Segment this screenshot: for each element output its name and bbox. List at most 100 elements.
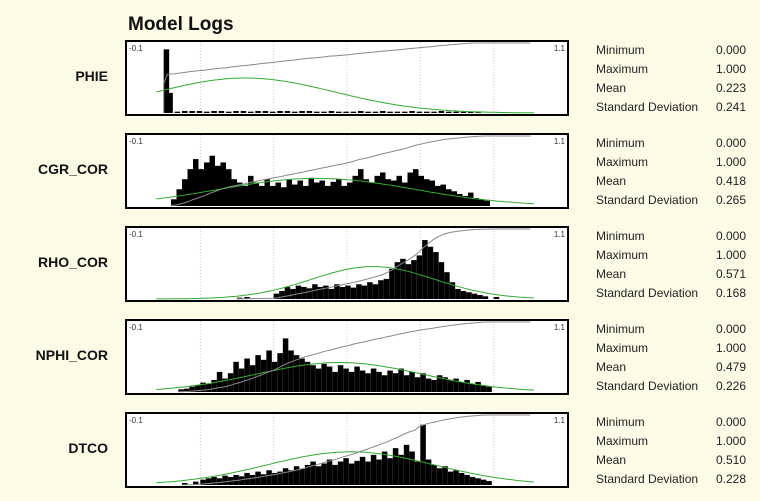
histogram-bar bbox=[354, 460, 360, 485]
stat-label: Mean bbox=[596, 267, 627, 281]
histogram-bar bbox=[438, 262, 445, 299]
histogram-bar bbox=[405, 264, 412, 299]
histogram-bar bbox=[259, 185, 265, 206]
histogram-bar bbox=[422, 240, 428, 299]
histogram-bar bbox=[464, 474, 470, 485]
histogram-bar bbox=[473, 197, 479, 206]
histogram-bar bbox=[227, 373, 234, 392]
histogram-bar bbox=[205, 478, 212, 485]
histogram-bar bbox=[400, 258, 406, 299]
histogram-bar bbox=[436, 468, 443, 485]
histogram-bar bbox=[270, 185, 276, 206]
histogram-bar bbox=[260, 474, 267, 485]
histogram-bar bbox=[433, 252, 439, 299]
histogram-bar bbox=[189, 386, 195, 392]
histogram-bar bbox=[453, 470, 459, 485]
histogram-plot: -0.1 1.1 bbox=[125, 40, 569, 116]
axis-max-label: 1.1 bbox=[554, 137, 566, 146]
histogram-bar bbox=[282, 338, 289, 392]
histogram-bar bbox=[255, 471, 261, 485]
histogram-bar bbox=[174, 111, 181, 113]
histogram-bar bbox=[378, 280, 384, 299]
histogram-bar bbox=[198, 169, 204, 206]
stats-table: Minimum 0.000 Maximum 1.000 Mean 0.571 Standar… bbox=[596, 227, 746, 303]
histogram-bar bbox=[387, 458, 393, 485]
stat-label: Standard Deviation bbox=[596, 286, 699, 300]
cumulative-curve bbox=[163, 42, 531, 113]
histogram-bar bbox=[264, 179, 270, 206]
histogram-bar bbox=[352, 175, 358, 206]
histogram-bar bbox=[215, 165, 221, 206]
histogram-bar bbox=[326, 459, 333, 485]
axis-max-label: 1.1 bbox=[554, 416, 566, 425]
histogram-bar bbox=[290, 288, 296, 299]
stat-value: 0.241 bbox=[715, 100, 746, 114]
stats-table: Minimum 0.000 Maximum 1.000 Mean 0.479 Standar… bbox=[596, 320, 746, 396]
histogram-bar bbox=[233, 474, 239, 485]
histogram-bar bbox=[468, 192, 474, 206]
histogram-bar bbox=[381, 451, 388, 485]
stat-row: Maximum 1.000 bbox=[596, 339, 746, 358]
histogram-bar bbox=[394, 262, 401, 299]
stat-label: Standard Deviation bbox=[596, 100, 699, 114]
histogram-bar bbox=[402, 111, 408, 113]
histogram-bar bbox=[178, 389, 184, 392]
stat-label: Mean bbox=[596, 453, 627, 467]
histogram-bar bbox=[486, 480, 492, 485]
histogram-plot: -0.1 1.1 bbox=[125, 412, 569, 488]
histogram-bar bbox=[354, 366, 360, 392]
histogram-bar bbox=[336, 179, 342, 206]
stat-value: 0.226 bbox=[715, 379, 746, 393]
histogram-bar bbox=[350, 111, 357, 113]
histogram-bar bbox=[480, 385, 487, 392]
histogram-bar bbox=[407, 172, 413, 206]
histogram-bar bbox=[343, 458, 349, 485]
histogram-bar bbox=[233, 110, 239, 113]
histogram-bar bbox=[414, 377, 421, 392]
histogram-bar bbox=[282, 468, 289, 485]
histogram-bar bbox=[163, 49, 170, 113]
stat-row: Standard Deviation 0.168 bbox=[596, 284, 746, 303]
stat-value: 0.168 bbox=[715, 286, 746, 300]
stat-label: Maximum bbox=[596, 155, 649, 169]
stat-row: Minimum 0.000 bbox=[596, 134, 746, 153]
histogram-bar bbox=[480, 479, 487, 485]
histogram-bar bbox=[446, 189, 452, 206]
stat-label: Standard Deviation bbox=[596, 379, 699, 393]
histogram-bar bbox=[444, 272, 450, 299]
histogram-bar bbox=[453, 111, 459, 113]
histogram-bar bbox=[427, 246, 434, 299]
stat-row: Maximum 1.000 bbox=[596, 246, 746, 265]
histogram-bar bbox=[367, 282, 373, 299]
histogram-bar bbox=[442, 377, 448, 392]
histogram-bar bbox=[237, 182, 243, 206]
stat-row: Mean 0.510 bbox=[596, 451, 746, 470]
histogram-bar bbox=[380, 172, 386, 206]
histogram-bar bbox=[281, 187, 287, 206]
histogram-bar bbox=[387, 111, 393, 113]
histogram-bar bbox=[182, 482, 188, 485]
histogram-bar bbox=[345, 285, 351, 299]
histogram-bar bbox=[370, 368, 377, 392]
histogram-bar bbox=[183, 388, 190, 392]
histogram-bar bbox=[469, 476, 476, 485]
histogram-bar bbox=[409, 110, 415, 113]
histogram-bar bbox=[249, 474, 256, 485]
stat-value: 1.000 bbox=[715, 62, 746, 76]
histogram-bar bbox=[321, 363, 327, 392]
histogram-bar bbox=[182, 110, 188, 113]
axis-min-label: -0.1 bbox=[129, 230, 143, 239]
histogram-bar bbox=[414, 461, 421, 485]
histogram-bar bbox=[389, 268, 395, 299]
histogram-bar bbox=[387, 370, 393, 392]
stat-label: Minimum bbox=[596, 415, 645, 429]
histogram-bar bbox=[286, 179, 292, 206]
normal-curve bbox=[156, 451, 535, 484]
stat-row: Standard Deviation 0.226 bbox=[596, 377, 746, 396]
histogram-bar bbox=[275, 182, 281, 206]
histogram-bar bbox=[370, 454, 377, 485]
stat-value: 1.000 bbox=[715, 434, 746, 448]
histogram-bar bbox=[332, 464, 338, 485]
histogram-bar bbox=[330, 181, 336, 206]
histogram-bar bbox=[440, 184, 446, 206]
